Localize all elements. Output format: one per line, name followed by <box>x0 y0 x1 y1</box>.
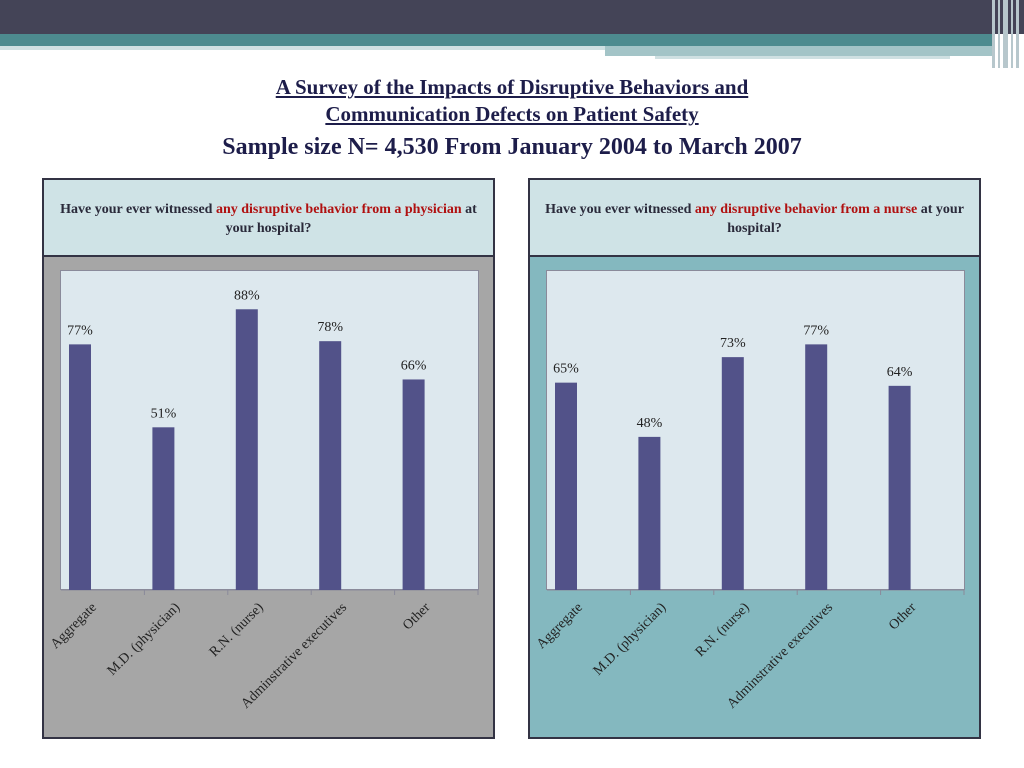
physician-category-label-1: M.D. (physician) <box>105 600 184 679</box>
physician-question-end: at your hospital? <box>225 202 477 236</box>
nurse-bar-1 <box>638 436 661 590</box>
nurse-question-highlight: any disruptive behavior from a nurse <box>694 202 918 217</box>
nurse-data-label-4: 64% <box>887 365 913 380</box>
physician-question-text: Have your ever witnessed <box>60 202 216 217</box>
slide-title-block: A Survey of the Impacts of Disruptive Be… <box>0 74 1024 164</box>
slide-subtitle: Sample size N= 4,530 From January 2004 t… <box>222 134 802 160</box>
header-stripe-accent <box>605 46 995 56</box>
nurse-data-label-1: 48% <box>637 416 663 431</box>
nurse-data-label-3: 77% <box>803 323 829 338</box>
physician-data-label-4: 66% <box>401 358 427 373</box>
physician-bar-2 <box>235 309 258 590</box>
nurse-question: Have you ever witnessed any disruptive b… <box>530 180 979 257</box>
nurse-data-label-0: 65% <box>553 362 579 377</box>
nurse-bar-0 <box>555 382 577 590</box>
nurse-bar-2 <box>721 357 744 590</box>
nurse-bar-4 <box>888 385 911 590</box>
physician-data-label-1: 51% <box>151 406 177 421</box>
nurse-data-label-2: 73% <box>720 336 746 351</box>
physician-bar-3 <box>319 341 342 590</box>
header-stripe-light <box>0 46 605 50</box>
physician-data-label-2: 88% <box>234 288 260 303</box>
header-stripe-thin <box>655 56 950 59</box>
nurse-category-label-1: M.D. (physician) <box>591 600 670 679</box>
nurse-question-text: Have you ever witnessed <box>545 202 695 217</box>
header-stripe <box>0 34 995 46</box>
physician-question-highlight: any disruptive behavior from a physician <box>215 202 462 217</box>
nurse-category-label-0: Aggregate <box>534 600 586 652</box>
nurse-bar-3 <box>805 344 828 590</box>
physician-question: Have your ever witnessed any disruptive … <box>44 180 493 257</box>
physician-data-label-3: 78% <box>317 320 343 335</box>
header-bar <box>0 0 1024 34</box>
nurse-category-label-4: Other <box>886 600 919 633</box>
nurse-question-end: at your hospital? <box>727 202 964 236</box>
header-vertical-lines <box>990 0 1024 68</box>
slide-title-line-1: A Survey of the Impacts of Disruptive Be… <box>275 75 749 99</box>
slide-title-line-2: Communication Defects on Patient Safety <box>325 102 699 126</box>
physician-category-label-4: Other <box>400 600 433 633</box>
physician-bar-1 <box>152 427 175 590</box>
physician-data-label-0: 77% <box>67 323 93 338</box>
physician-category-label-0: Aggregate <box>48 600 100 652</box>
nurse-category-label-2: R.N. (nurse) <box>693 600 753 660</box>
physician-bar-0 <box>69 344 91 590</box>
physician-category-label-2: R.N. (nurse) <box>207 600 267 660</box>
physician-bar-4 <box>402 379 425 590</box>
